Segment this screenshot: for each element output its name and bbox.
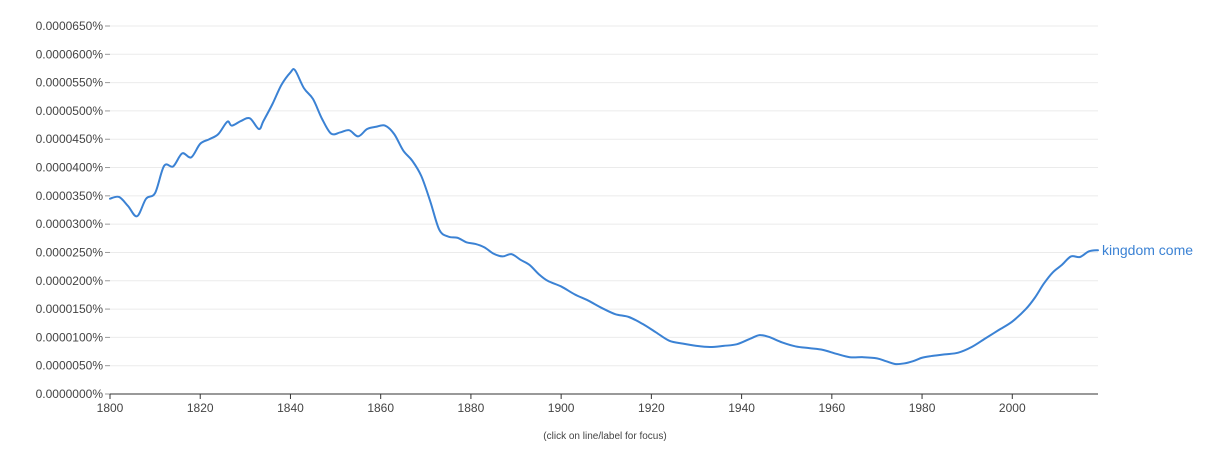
y-tick-label: 0.0000150% <box>36 302 104 316</box>
x-tick-label: 1940 <box>728 401 755 415</box>
x-tick-label: 1900 <box>548 401 575 415</box>
y-tick-label: 0.0000050% <box>36 359 104 373</box>
x-tick-label: 1880 <box>458 401 485 415</box>
series-line-kingdom-come[interactable] <box>109 68 1099 366</box>
y-tick-label: 0.0000300% <box>36 217 104 231</box>
y-tick-label: 0.0000600% <box>36 47 104 61</box>
x-axis-tick-labels: 1800 1820 1840 1860 1880 1900 1920 1940 1960 1980… <box>97 401 1026 415</box>
y-tick-label: 0.0000200% <box>36 274 104 288</box>
x-tick-label: 1820 <box>187 401 214 415</box>
y-tick-label: 0.0000400% <box>36 161 104 175</box>
y-tick-label: 0.0000650% <box>36 19 104 33</box>
y-tick-label: 0.0000000% <box>36 387 104 401</box>
y-tick-label: 0.0000250% <box>36 245 104 259</box>
x-tick-label: 2000 <box>999 401 1026 415</box>
axes <box>105 25 1098 399</box>
y-axis-tick-labels: 0.0000000% 0.0000050% 0.0000100% 0.0000150%… <box>36 19 104 401</box>
y-tick-label: 0.0000100% <box>36 330 104 344</box>
x-tick-label: 1860 <box>367 401 394 415</box>
x-tick-label: 1960 <box>818 401 845 415</box>
y-tick-label: 0.0000350% <box>36 189 104 203</box>
focus-hint-footnote: (click on line/label for focus) <box>543 431 666 442</box>
series-label-kingdom-come[interactable]: kingdom come <box>1102 242 1193 258</box>
series-lines[interactable]: kingdom come <box>109 68 1193 366</box>
y-tick-label: 0.0000550% <box>36 76 104 90</box>
x-tick-label: 1800 <box>97 401 124 415</box>
x-tick-label: 1920 <box>638 401 665 415</box>
y-tick-label: 0.0000450% <box>36 132 104 146</box>
gridlines <box>110 25 1098 367</box>
x-tick-label: 1980 <box>909 401 936 415</box>
y-tick-label: 0.0000500% <box>36 104 104 118</box>
x-tick-label: 1840 <box>277 401 304 415</box>
